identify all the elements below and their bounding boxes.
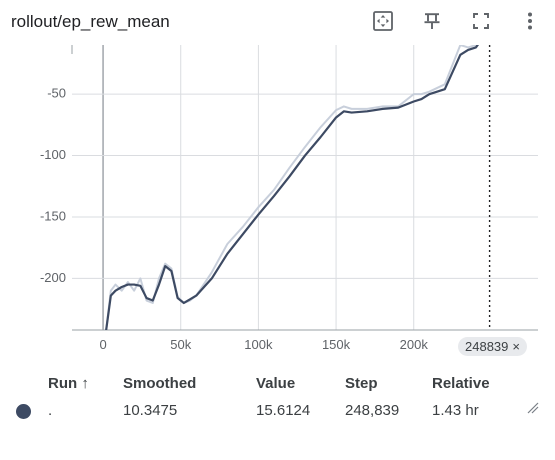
y-tick-label: -50: [47, 86, 66, 101]
plot-area: [105, 45, 491, 330]
run-name: .: [48, 402, 53, 419]
line-chart[interactable]: 0 50k 100k 150k 200k -50 -100 -150 -200 248839 ×: [0, 45, 555, 414]
raw-value: 15.6124: [256, 402, 311, 419]
more-vert-icon: [521, 10, 539, 32]
fit-domain-button[interactable]: [364, 6, 402, 36]
smoothed-value: 10.3475: [123, 402, 178, 419]
y-tick-label: -150: [40, 208, 66, 223]
resize-handle[interactable]: [527, 401, 539, 414]
table-header-row: Run ↑ Smoothed Value Step Relative: [0, 374, 555, 398]
x-tick-label: 50k: [170, 337, 191, 352]
header-smoothed[interactable]: Smoothed: [123, 375, 197, 392]
card-header: rollout/ep_rew_mean: [0, 0, 555, 45]
x-tick-label: 100k: [244, 337, 273, 352]
x-tick-label: 150k: [322, 337, 351, 352]
pin-button[interactable]: [413, 6, 451, 36]
resize-handle-icon: [527, 402, 539, 414]
chip-close-icon[interactable]: ×: [512, 339, 520, 354]
chart-svg[interactable]: 0 50k 100k 150k 200k -50 -100 -150 -200: [0, 45, 555, 365]
pin-icon: [421, 10, 443, 32]
grid-lines: [71, 45, 538, 331]
step-marker-chip[interactable]: 248839 ×: [458, 337, 527, 356]
header-run[interactable]: Run ↑: [48, 375, 89, 392]
card-title: rollout/ep_rew_mean: [11, 12, 170, 31]
relative-time: 1.43 hr: [432, 402, 479, 419]
smoothed-series-line: [105, 45, 480, 330]
run-color-dot[interactable]: [16, 404, 31, 419]
fullscreen-icon: [470, 10, 492, 32]
card-toolbar: [364, 6, 549, 36]
fullscreen-button[interactable]: [462, 6, 500, 36]
fit-domain-icon: [372, 10, 394, 32]
x-tick-label: 200k: [400, 337, 429, 352]
x-tick-label: 0: [99, 337, 106, 352]
header-relative[interactable]: Relative: [432, 375, 490, 392]
data-table: Run ↑ Smoothed Value Step Relative . 10.…: [0, 370, 555, 460]
table-row[interactable]: . 10.3475 15.6124 248,839 1.43 hr: [0, 401, 555, 425]
step-value: 248,839: [345, 402, 400, 419]
header-step[interactable]: Step: [345, 375, 378, 392]
raw-series-line: [105, 45, 477, 330]
more-options-button[interactable]: [511, 6, 549, 36]
y-tick-label: -200: [40, 270, 66, 285]
header-value[interactable]: Value: [256, 375, 296, 392]
step-marker-label: 248839: [465, 339, 509, 354]
axis-labels: 0 50k 100k 150k 200k -50 -100 -150 -200: [40, 86, 428, 352]
y-tick-label: -100: [40, 147, 66, 162]
